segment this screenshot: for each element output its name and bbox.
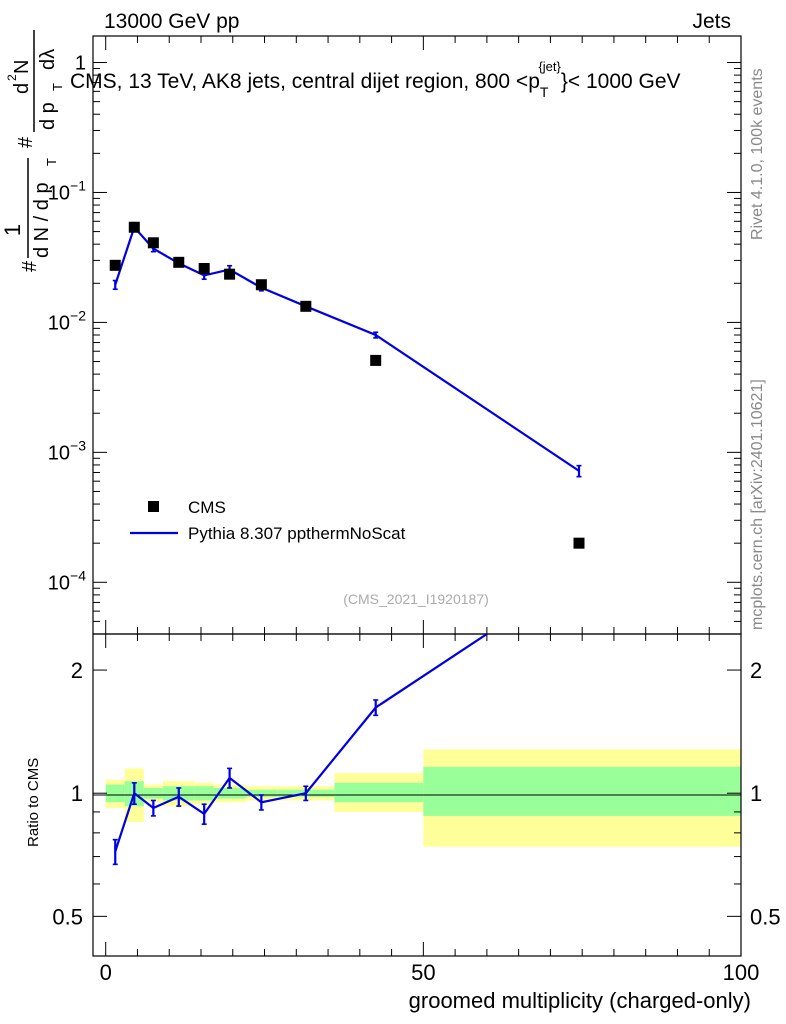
cms-data-point — [255, 279, 267, 291]
legend-mc-label: Pythia 8.307 ppthermNoScat — [188, 524, 406, 543]
x-tick-label: 0 — [100, 960, 112, 985]
cms-data-point — [300, 300, 312, 312]
legend-cms-marker — [148, 501, 159, 512]
cms-data-point — [128, 221, 140, 233]
ratio-band-green — [143, 787, 163, 799]
main-y-tick-label: 10−4 — [48, 567, 86, 594]
rivet-version-text: Rivet 4.1.0, 100k events — [749, 68, 766, 240]
main-y-tick-exponent: −2 — [70, 307, 86, 323]
cms-data-point — [370, 354, 382, 366]
header-left: 13000 GeV pp — [104, 10, 239, 33]
ratio-band-green — [334, 782, 424, 803]
ratio-y-label: Ratio to CMS — [25, 758, 42, 847]
ratio-band-green — [213, 787, 246, 799]
main-y-tick-exponent: −1 — [70, 177, 86, 193]
ylabel-dn-dpt: d N / d p — [31, 182, 53, 258]
ylabel-dlambda: dλ — [37, 49, 59, 70]
main-plot-frame — [92, 35, 742, 635]
ratio-y-tick-label-right: 1 — [750, 781, 762, 806]
ylabel-t-1: T — [44, 158, 59, 166]
main-cms-series — [109, 221, 585, 549]
header-right: Jets — [692, 10, 731, 33]
main-y-tick-base: 10 — [48, 312, 70, 334]
ratio-band-green — [105, 784, 125, 803]
ratio-axis-ticks: 0.5 0.5 1 1 2 2 0 50 100 — [52, 634, 781, 985]
cms-data-point — [224, 268, 236, 280]
main-y-tick-label: 1 — [75, 53, 86, 75]
cms-data-point — [147, 237, 159, 249]
main-mc-line — [114, 225, 580, 472]
ylabel-d: d — [11, 83, 33, 94]
analysis-id-watermark: (CMS_2021_I1920187) — [343, 591, 489, 607]
main-y-tick-base: 10 — [48, 442, 70, 464]
ylabel-d-sup: 2 — [5, 74, 19, 81]
plot-title: CMS, 13 TeV, AK8 jets, central dijet reg… — [70, 59, 681, 100]
mcplots-text: mcplots.cern.ch [arXiv:2401.10621] — [749, 379, 766, 630]
legend-cms-label: CMS — [188, 498, 226, 517]
ylabel-n: N — [11, 60, 33, 74]
ratio-y-tick-label-left: 1 — [71, 781, 83, 806]
ratio-mc-line — [114, 634, 488, 852]
ratio-band-green — [194, 786, 214, 801]
main-y-tick-base: 10 — [48, 572, 70, 594]
ylabel-hash-2: # — [15, 136, 37, 148]
ylabel-hash-1: # — [19, 260, 41, 272]
ylabel-dp: d p — [37, 102, 59, 130]
main-axis-ticks: 110−110−210−310−4 — [48, 36, 742, 635]
ylabel-one: 1 — [0, 224, 25, 236]
ylabel-t-2: T — [50, 83, 65, 91]
ratio-uncertainty-bands — [105, 749, 741, 847]
title-post: }< 1000 GeV — [561, 70, 681, 93]
main-y-tick-exponent: −3 — [70, 437, 86, 453]
ratio-band-green — [245, 789, 278, 797]
title-sup: {jet} — [538, 59, 561, 74]
main-y-tick-base: 1 — [75, 53, 86, 75]
title-sub: T — [540, 84, 549, 100]
title-pre: CMS, 13 TeV, AK8 jets, central dijet reg… — [70, 70, 540, 93]
cms-data-point — [173, 256, 185, 268]
ratio-mc-series — [112, 634, 488, 866]
x-axis-label: groomed multiplicity (charged-only) — [409, 988, 751, 1013]
cms-data-point — [573, 537, 585, 549]
main-y-tick-label: 10−2 — [48, 307, 86, 334]
main-y-tick-label: 10−3 — [48, 437, 86, 464]
ratio-y-tick-label-right: 2 — [750, 658, 762, 683]
main-y-label: # 1 d N / d p T # d 2 N d p T dλ — [0, 30, 65, 272]
cms-data-point — [198, 262, 210, 274]
ratio-y-tick-label-left: 2 — [71, 658, 83, 683]
main-y-tick-base: 10 — [48, 182, 70, 204]
ratio-plot-frame — [92, 633, 742, 957]
main-y-tick-exponent: −4 — [70, 567, 86, 583]
cms-data-point — [109, 259, 121, 271]
x-tick-label: 50 — [411, 960, 435, 985]
main-y-tick-label: 10−1 — [48, 177, 86, 204]
ratio-band-green — [423, 766, 741, 816]
x-tick-label: 100 — [723, 960, 760, 985]
ratio-y-tick-label-right: 0.5 — [750, 904, 781, 929]
ratio-y-tick-label-left: 0.5 — [52, 904, 83, 929]
